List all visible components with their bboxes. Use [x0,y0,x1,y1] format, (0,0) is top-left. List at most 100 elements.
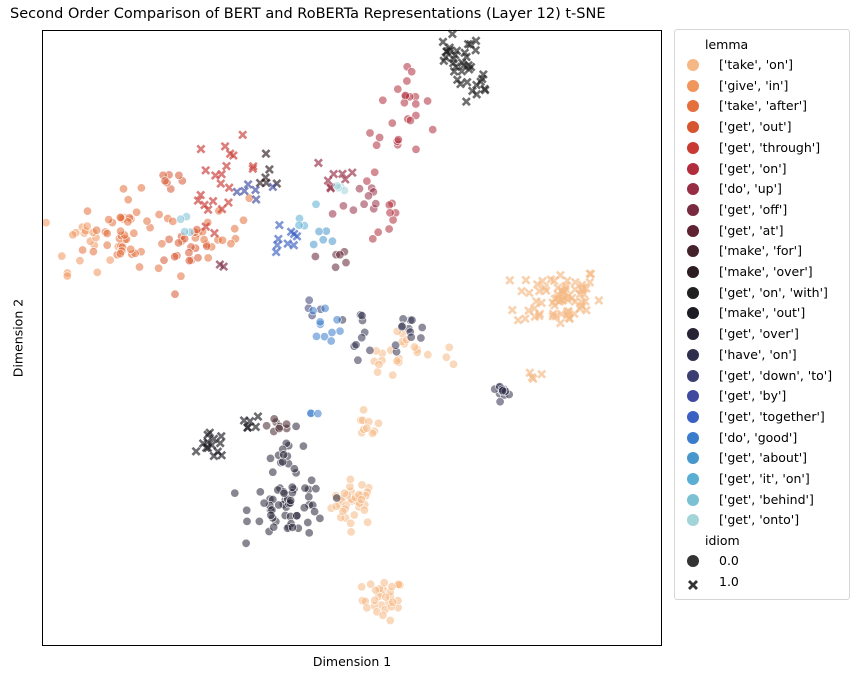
data-point-s0-c6-23 [505,275,515,285]
data-point-s5-c0-12 [400,91,410,101]
data-point-s1-c0-2 [41,218,51,228]
data-point-s6-c1-2 [337,169,347,179]
data-point-s9-c0-0 [262,421,272,431]
data-point-s20-c0-0 [311,199,321,209]
legend-entry: ['get', 'over'] [675,325,851,345]
data-point-s13-c0-6 [300,483,310,493]
data-point-s2-c0-38 [104,215,114,225]
data-point-s4-c1-5 [203,205,213,215]
series-15 [303,295,326,320]
legend-marker [687,369,699,382]
data-point-s0-c2-6 [359,405,369,415]
legend-marker [687,307,699,320]
data-point-s16-c0-0 [268,182,278,192]
data-point-s2-c0-11 [102,240,112,250]
data-point-s3-c0-6 [202,241,212,251]
data-point-s9-c0-6 [269,414,279,424]
data-point-s13-c0-46 [286,495,296,505]
data-point-s2-c0-0 [92,225,102,235]
data-point-s13-c0-38 [255,487,265,497]
legend-label: ['make', 'out'] [719,305,806,321]
data-point-s3-c1-5 [174,170,184,180]
data-point-s6-c0-7 [359,199,369,209]
data-point-s0-c0-13 [349,510,359,520]
legend-label: ['get', 'over'] [719,326,799,342]
legend-style-title: idiom [705,533,740,549]
series-7 [215,259,229,272]
data-point-s3-c0-3 [159,255,169,265]
data-point-s11-c0-11 [471,36,481,46]
data-point-s0-c6-28 [570,277,580,287]
data-point-s0-c6-54 [538,276,548,286]
series-9 [262,414,292,436]
data-point-s12-c1-2 [243,422,253,432]
data-point-s6-c1-6 [347,168,357,178]
series-10 [255,149,282,189]
legend-style-label: 0.0 [719,553,739,569]
series-14 [337,310,514,407]
data-point-s5-c0-13 [407,67,417,77]
data-point-s11-c0-14 [438,37,448,47]
series-6 [313,158,381,219]
data-point-s14-c1-8 [365,345,375,355]
data-point-s14-c1-1 [357,333,367,343]
data-point-s4-c0-5 [217,169,227,179]
legend-label: ['get', 'behind'] [719,491,814,507]
data-point-s6-c0-2 [338,201,348,211]
legend-entry: ['get', 'off'] [675,201,851,221]
data-point-s1-c0-9 [75,256,85,266]
data-point-s5-c0-3 [378,95,388,105]
series-8 [310,247,351,272]
data-point-s12-c0-11 [207,440,217,450]
data-point-s14-c2-11 [498,386,508,396]
legend-entry: ['make', 'for'] [675,242,851,262]
data-point-s5-c1-1 [370,167,380,177]
legend-entry: ['get', 'onto'] [675,511,851,531]
data-point-s13-c1-13 [298,441,308,451]
data-point-s11-c1-6 [472,89,482,99]
data-point-s4-c0-10 [238,130,248,140]
data-point-s21-c0-3 [180,227,190,237]
data-point-s1-c0-16 [62,271,72,281]
data-point-s11-c1-5 [457,66,467,76]
data-point-s4-c0-6 [223,198,233,208]
legend-marker [687,514,699,527]
data-point-s2-c0-42 [123,195,133,205]
data-point-s13-c0-20 [332,493,342,503]
data-point-s7-c0-1 [219,262,229,272]
data-point-s13-c0-42 [266,510,276,520]
legend-marker [687,121,699,134]
data-point-s11-c1-10 [476,77,486,87]
legend-label: ['get', 'off'] [719,201,788,217]
data-point-s2-c1-14 [218,235,228,245]
legend-entry: ['get', 'about'] [675,449,851,469]
data-point-s5-c0-11 [423,96,433,106]
legend-entry: ['do', 'up'] [675,180,851,200]
series-11 [438,29,490,107]
data-point-s11-c0-10 [439,56,449,66]
legend-label: ['get', 'by'] [719,388,787,404]
data-point-s11-c1-7 [455,79,466,89]
legend-label: ['take', 'after'] [719,98,808,114]
data-point-s0-c6-61 [517,286,527,296]
data-point-s5-c2-4 [368,234,378,244]
legend-marker [687,224,699,237]
data-point-s1-c0-15 [68,230,78,240]
data-point-s0-c0-20 [363,517,373,527]
data-point-s0-c6-53 [532,279,542,289]
data-point-s0-c6-65 [563,291,573,301]
data-point-s0-c6-64 [530,312,540,322]
legend-entry: ['get', 'by'] [675,387,851,407]
data-point-s0-c5-0 [441,352,451,362]
data-point-s10-c0-0 [261,149,271,159]
data-point-s5-c1-4 [362,176,372,186]
data-point-s0-c6-68 [585,269,595,279]
data-point-s0-c0-30 [357,480,367,490]
legend-label: ['get', 'at'] [719,222,784,238]
data-point-s5-c0-2 [393,84,403,94]
data-point-s8-c0-3 [331,262,341,272]
data-point-s2-c0-30 [154,263,164,273]
data-point-s12-c1-5 [239,415,249,425]
data-point-s13-c1-4 [291,421,301,431]
data-point-s19-c0-2 [314,227,324,237]
